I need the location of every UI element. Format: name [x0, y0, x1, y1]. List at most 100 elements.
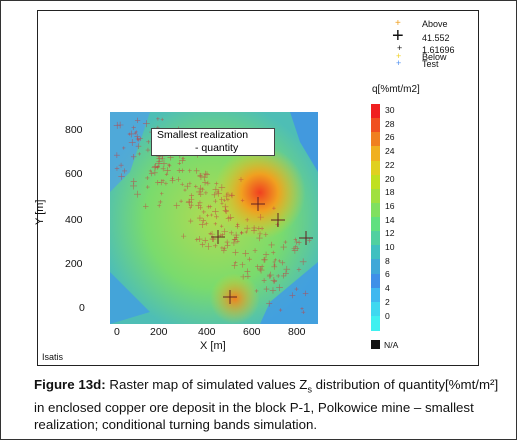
- sample-cross: [196, 215, 203, 222]
- sample-cross: [173, 202, 180, 209]
- sample-cross: [250, 227, 258, 234]
- sample-cross: [181, 233, 187, 239]
- sample-cross: [211, 208, 219, 215]
- x-axis-label: X [m]: [200, 340, 226, 352]
- above-marker-icon: +: [395, 18, 401, 29]
- sample-cross: [213, 222, 218, 226]
- sample-cross: [268, 241, 275, 249]
- y-tick-800: 800: [65, 124, 83, 136]
- sample-cross: [294, 287, 299, 292]
- na-swatch: [371, 340, 380, 349]
- sample-cross: [238, 177, 244, 182]
- x-tick-600: 600: [243, 326, 261, 338]
- sample-cross: [244, 230, 248, 234]
- sample-cross: [164, 172, 169, 177]
- sample-cross: [183, 188, 187, 192]
- sample-cross: [257, 266, 265, 274]
- x-tick-200: 200: [150, 326, 168, 338]
- sample-cross: [118, 173, 125, 180]
- sample-cross: [194, 237, 199, 242]
- colorbar-segment: [371, 315, 380, 331]
- sample-cross: [122, 168, 128, 174]
- sample-cross: [202, 237, 209, 244]
- sample-cross: [272, 260, 276, 264]
- y-tick-600: 600: [65, 168, 83, 180]
- sample-cross: [232, 249, 239, 256]
- sample-cross: [128, 138, 136, 146]
- sample-cross: [157, 203, 162, 208]
- sample-cross: [197, 173, 205, 180]
- sample-cross: [271, 250, 276, 255]
- sample-cross: [223, 209, 229, 215]
- sample-cross: [152, 170, 158, 176]
- colorbar-tick-label: 22: [385, 159, 395, 170]
- caption-text-2: distribution of quantity[%mt/m²] in encl…: [34, 377, 499, 432]
- sample-cross: [221, 247, 227, 254]
- sample-cross: [266, 273, 273, 279]
- sample-cross: [198, 221, 206, 229]
- sample-cross: [163, 181, 168, 186]
- colorbar-segment: [371, 301, 380, 317]
- sample-cross: [188, 181, 192, 186]
- colorbar-tick-label: 20: [385, 173, 395, 184]
- x-tick-400: 400: [198, 326, 216, 338]
- colorbar-segment: [371, 146, 380, 161]
- sample-cross: [159, 191, 164, 196]
- sample-cross: [280, 243, 287, 251]
- sample-cross: [179, 199, 183, 203]
- colorbar-tick-label: 14: [385, 214, 395, 225]
- sample-cross: [156, 117, 160, 121]
- sample-cross: [130, 154, 137, 160]
- sample-cross: [261, 256, 267, 263]
- sample-cross: [232, 237, 238, 242]
- sample-cross: [283, 265, 291, 273]
- sample-cross: [184, 182, 191, 190]
- colorbar-segment: [371, 259, 380, 274]
- sample-cross: [277, 259, 282, 263]
- sample-cross: [130, 178, 137, 185]
- sample-cross: [231, 262, 238, 269]
- sample-cross: [167, 163, 171, 167]
- sample-cross: [145, 147, 151, 153]
- sample-cross: [307, 238, 312, 243]
- sample-cross: [263, 286, 270, 292]
- sample-cross: [267, 271, 274, 279]
- legend-above: Above: [422, 19, 448, 29]
- sample-cross: [208, 230, 216, 238]
- sample-cross: [134, 133, 140, 140]
- legend-val-high: 41.552: [422, 33, 450, 43]
- colorbar-tick-label: 12: [385, 228, 395, 239]
- sample-cross: [118, 162, 124, 168]
- sample-cross: [188, 218, 194, 224]
- colorbar-title: q[%mt/m2]: [372, 84, 420, 95]
- colorbar-tick-label: 10: [385, 242, 395, 252]
- sample-cross: [189, 203, 194, 208]
- sample-cross: [164, 167, 171, 174]
- sample-cross: [296, 267, 302, 272]
- y-tick-400: 400: [65, 214, 83, 226]
- colorbar-segment: [371, 160, 380, 176]
- sample-cross: [160, 166, 166, 172]
- sample-cross: [247, 256, 252, 262]
- colorbar-segment: [371, 188, 380, 204]
- below-marker-icon: +: [396, 51, 402, 61]
- sample-cross: [219, 224, 224, 228]
- sample-cross: [273, 258, 277, 262]
- colorbar-segment: [371, 245, 380, 260]
- sample-cross: [204, 242, 212, 250]
- sample-cross: [177, 161, 182, 166]
- sample-cross: [156, 155, 163, 162]
- sample-cross: [257, 265, 264, 273]
- caption-label: Figure 13d:: [34, 377, 106, 392]
- sample-cross: [197, 185, 204, 192]
- sample-cross: [222, 203, 229, 210]
- sample-cross: [275, 222, 280, 227]
- sample-cross: [127, 132, 131, 136]
- colorbar-tick-label: 16: [385, 200, 395, 211]
- colorbar-segment: [371, 174, 380, 190]
- sample-cross: [255, 264, 260, 269]
- sample-cross: [160, 117, 164, 122]
- sample-cross: [223, 198, 227, 203]
- legend-below: Below: [422, 52, 447, 62]
- small-cross-icon: +: [397, 43, 403, 53]
